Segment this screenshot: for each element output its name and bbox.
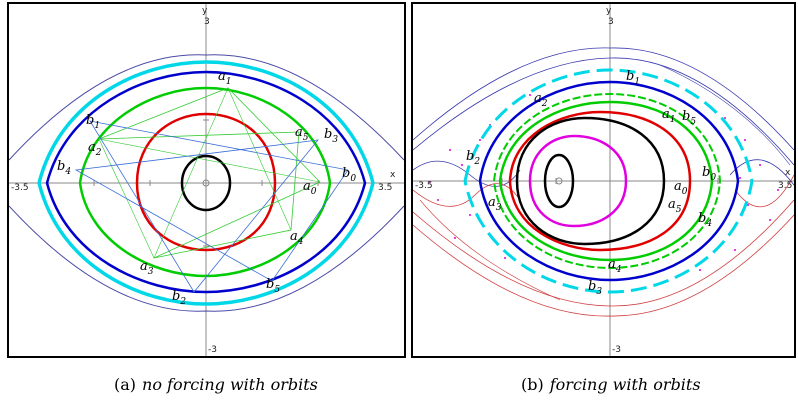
- panel-b-orbit-green: [498, 100, 714, 262]
- panel-b-center: [555, 177, 563, 185]
- panel-a-separatrix-upper: [9, 54, 404, 161]
- panel-a-y-label: y: [202, 6, 208, 16]
- panel-a-y-max-tick: 3: [204, 17, 210, 27]
- panel-a-orbit-cyan: [37, 60, 375, 306]
- panel-b-orbit-magenta: [528, 134, 628, 228]
- label-a0: a0: [303, 179, 317, 197]
- label-b3: b3: [324, 127, 338, 145]
- label-b1: b1: [86, 113, 100, 131]
- label-b3: b3: [588, 279, 602, 297]
- panel-b-x-max-tick: 3.5: [778, 181, 792, 191]
- label-b4: b4: [57, 159, 71, 177]
- panel-b-orbit-black-inner: [543, 153, 575, 209]
- panel-b-y-label: y: [606, 6, 612, 16]
- panel-b-y-max-tick: 3: [608, 17, 614, 27]
- label-a3: a3: [140, 259, 154, 277]
- label-a0: a0: [674, 179, 688, 197]
- panel-b-orbit-red: [508, 110, 692, 252]
- label-b0: b0: [342, 166, 356, 184]
- panel-b-x-label: x: [785, 168, 791, 178]
- label-a1: a1: [218, 69, 232, 87]
- panel-b-frame: [411, 2, 796, 358]
- panel-a-orbit-blue: [45, 70, 367, 294]
- label-b2: b2: [172, 289, 186, 307]
- panel-a-y-min-tick: -3: [208, 345, 217, 355]
- panel-a-center: [202, 179, 210, 187]
- panel-b-separatrix-red-1: [413, 214, 794, 317]
- panel-b-orbit-blue: [478, 80, 740, 282]
- label-a4: a4: [608, 257, 622, 275]
- label-a4: a4: [290, 229, 304, 247]
- panel-a-point-labels: b1 a1 a2 a5 b3 b4 b0 a0 a4 a3 b5 b2: [57, 69, 356, 307]
- panel-b-point-labels: b1 a2 a1 b5 b2 a0 b0 a3 a5 b4 a4 b3: [466, 69, 716, 297]
- label-b0: b0: [702, 165, 716, 183]
- label-a5: a5: [668, 197, 682, 215]
- panel-b-x-min-tick: -3.5: [415, 181, 433, 191]
- panel-a-orbit-b-polygon: [74, 120, 349, 293]
- label-b5: b5: [266, 277, 280, 295]
- panel-a-orbit-red: [135, 112, 277, 252]
- panel-a-x-max-tick: 3.5: [378, 183, 392, 193]
- panel-a-orbit-a-chords: [98, 87, 321, 259]
- panel-a-separatrix-lower: [9, 205, 404, 312]
- panel-a-orbit-black: [180, 154, 232, 212]
- panel-b-y-min-tick: -3: [612, 345, 621, 355]
- panel-a-caption: (a) no forcing with orbits: [114, 375, 318, 394]
- panel-b: y 3 -3 -3.5 3.5 x b1 a2 a1 b5 b2 a0 b0 a…: [411, 2, 796, 358]
- label-b4: b4: [698, 211, 712, 229]
- panel-b-separatrix-blue-2: [413, 57, 794, 166]
- label-a2: a2: [534, 91, 548, 109]
- label-a1: a1: [662, 107, 676, 125]
- panel-a-x-min-tick: -3.5: [11, 183, 29, 193]
- panel-b-orbit-black: [515, 116, 666, 246]
- label-a5: a5: [295, 125, 309, 143]
- panel-a-orbit-green: [78, 86, 332, 278]
- panel-b-orbit-cyan: [463, 68, 754, 294]
- label-b1: b1: [626, 69, 640, 87]
- panel-b-caption: (b) forcing with orbits: [521, 375, 701, 394]
- label-b5: b5: [682, 109, 696, 127]
- panel-a: y 3 -3 -3.5 3.5 x b1 a1 a2 a5 b3 b4 b0 a…: [7, 2, 406, 358]
- panel-b-orbit-green-dashed: [492, 92, 722, 270]
- panel-a-x-label: x: [390, 170, 396, 180]
- label-a3: a3: [488, 195, 502, 213]
- label-a2: a2: [88, 140, 102, 158]
- panel-b-separatrix-blue-1: [413, 47, 794, 151]
- label-b2: b2: [466, 149, 480, 167]
- panel-b-separatrix-red-2: [413, 199, 794, 307]
